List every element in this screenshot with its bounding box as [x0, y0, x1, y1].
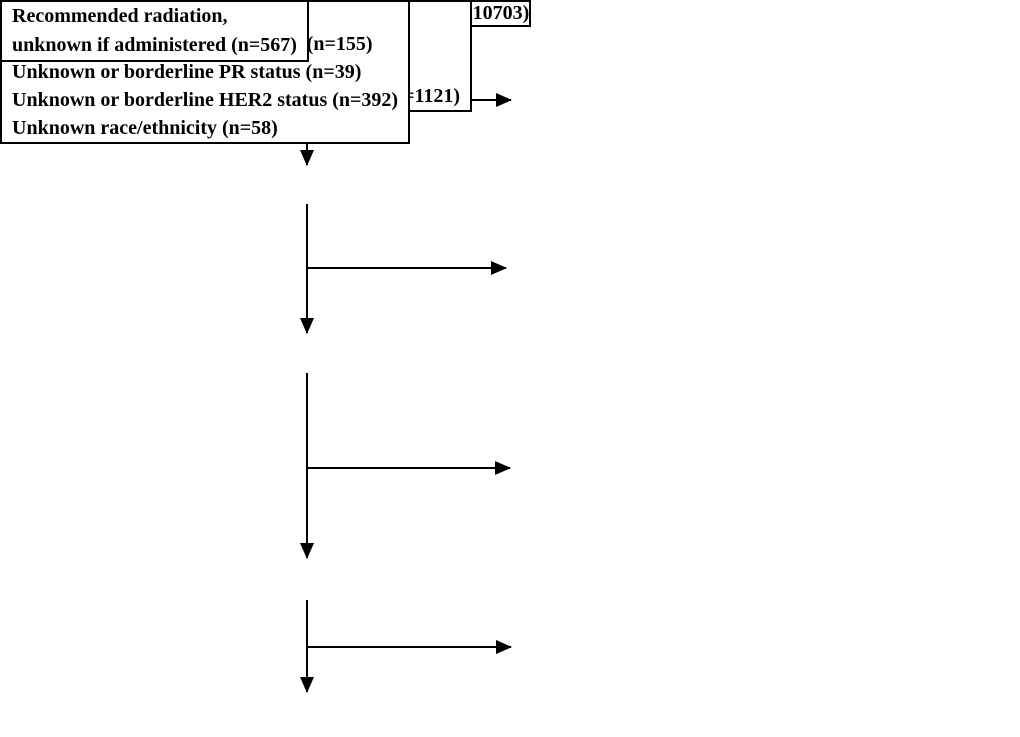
exclusion-line: Unknown or borderline HER2 status (n=392…: [12, 89, 399, 111]
exclusion-line: unknown if administered (n=567): [12, 34, 297, 56]
exclusion-line: Unknown or borderline PR status (n=39): [12, 61, 362, 83]
exclusion-line: Recommended radiation,: [12, 5, 228, 27]
exclusion-box-4: Recommended radiation, unknown if admini…: [0, 0, 309, 62]
exclusion-line: Unknown race/ethnicity (n=58): [12, 117, 278, 139]
